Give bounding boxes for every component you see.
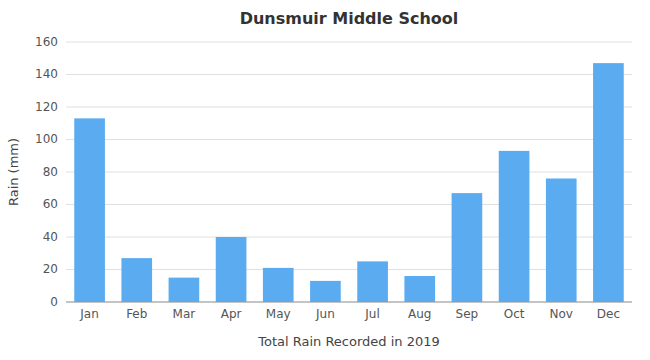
- x-tick-label: Feb: [126, 307, 147, 321]
- x-tick-label: Oct: [504, 307, 525, 321]
- bar: [121, 258, 152, 302]
- bars: [74, 63, 623, 302]
- bar: [310, 281, 341, 302]
- x-tick-label: May: [266, 307, 291, 321]
- grid: [66, 42, 632, 302]
- bar: [499, 151, 530, 302]
- chart-container: 020406080100120140160JanFebMarAprMayJunJ…: [0, 0, 650, 360]
- bar: [169, 278, 200, 302]
- grid-line: [66, 107, 632, 108]
- x-tick-label: Jan: [79, 307, 99, 321]
- y-tick-label: 160: [35, 35, 58, 49]
- y-axis-label: Rain (mm): [6, 138, 21, 206]
- y-tick-label: 100: [35, 132, 58, 146]
- grid-line: [66, 74, 632, 75]
- grid-line: [66, 172, 632, 173]
- x-axis-label: Total Rain Recorded in 2019: [257, 334, 440, 349]
- bar: [404, 276, 435, 302]
- x-axis: Jan Feb Mar Apr May Jun Jul Aug Sep Oct Nov Dec: [79, 307, 620, 321]
- x-tick-label: Nov: [550, 307, 573, 321]
- y-tick-label: 40: [43, 230, 58, 244]
- bar: [74, 118, 105, 302]
- bar: [216, 237, 247, 302]
- chart-title: Dunsmuir Middle School: [240, 9, 459, 28]
- x-tick-label: Apr: [221, 307, 242, 321]
- grid-line: [66, 139, 632, 140]
- bar: [593, 63, 624, 302]
- grid-line: [66, 302, 632, 303]
- bar: [452, 193, 483, 302]
- y-tick-label: 0: [50, 295, 58, 309]
- chart-svg: 020406080100120140160JanFebMarAprMayJunJ…: [0, 0, 650, 360]
- x-tick-label: Aug: [408, 307, 431, 321]
- x-tick-label: Sep: [456, 307, 479, 321]
- x-tick-label: Dec: [597, 307, 620, 321]
- y-tick-label: 60: [43, 197, 58, 211]
- y-tick-label: 120: [35, 100, 58, 114]
- x-tick-label: Jun: [315, 307, 335, 321]
- bar: [546, 179, 577, 303]
- x-axis-line: [66, 302, 632, 303]
- y-axis: 0 20 40 60 80 100 120 140 160: [35, 35, 58, 309]
- x-tick-label: Jul: [364, 307, 379, 321]
- y-tick-label: 20: [43, 262, 58, 276]
- grid-line: [66, 42, 632, 43]
- bar: [357, 261, 388, 302]
- y-tick-label: 140: [35, 67, 58, 81]
- x-tick-label: Mar: [173, 307, 196, 321]
- y-tick-label: 80: [43, 165, 58, 179]
- bar: [263, 268, 294, 302]
